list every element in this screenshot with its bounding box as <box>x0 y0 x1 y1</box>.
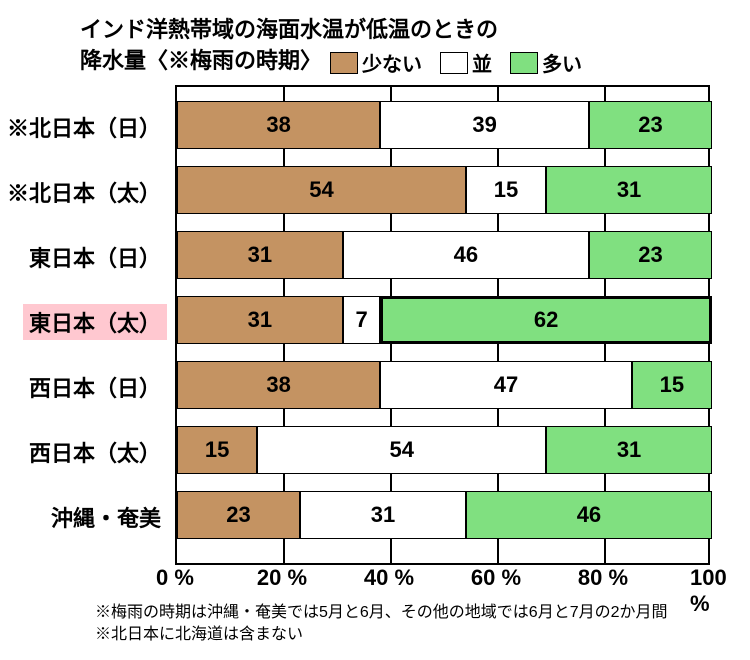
bar-segment: 23 <box>177 491 300 539</box>
bar-row: 383923 <box>177 101 708 149</box>
bar-segment: 23 <box>589 101 712 149</box>
y-axis-label: ※北日本（日） <box>1 109 167 145</box>
bar-segment: 38 <box>177 101 380 149</box>
legend-label: 少ない <box>362 48 422 77</box>
y-axis-label: 西日本（太） <box>23 434 167 470</box>
bar-segment: 46 <box>343 231 589 279</box>
x-axis-tick: 100 % <box>690 565 730 617</box>
bar-segment: 15 <box>632 361 712 409</box>
legend: 少ない 並 多い <box>330 48 596 77</box>
legend-label: 多い <box>542 48 582 77</box>
bar-segment: 31 <box>177 296 343 344</box>
stacked-bar-chart: インド洋熱帯域の海面水温が低温のときの 降水量〈※梅雨の時期〉 少ない並多い ※… <box>0 0 750 660</box>
footnotes: ※梅雨の時期は沖縄・奄美では5月と6月、その他の地域では6月と7月の2か月間 ※… <box>95 602 668 645</box>
legend-label: 並 <box>472 48 492 77</box>
bar-segment: 31 <box>177 231 343 279</box>
bar-segment: 15 <box>466 166 546 214</box>
bar-row: 31762 <box>177 296 708 344</box>
legend-item: 少ない <box>330 48 422 77</box>
bar-segment: 15 <box>177 426 257 474</box>
footnote-2: ※北日本に北海道は含まない <box>95 624 668 646</box>
x-axis-tick: 20 % <box>257 565 307 591</box>
legend-swatch <box>330 52 358 74</box>
bar-row: 233146 <box>177 491 708 539</box>
bar-segment: 62 <box>380 296 712 344</box>
y-axis-labels: ※北日本（日） ※北日本（太） 東日本（日） 東日本（太） 西日本（日） 西日本（太） 沖縄… <box>0 85 175 565</box>
x-axis-tick: 60 % <box>471 565 521 591</box>
bar-segment: 38 <box>177 361 380 409</box>
y-axis-label: 沖縄・奄美 <box>45 499 167 535</box>
y-axis-label: ※北日本（太） <box>1 174 167 210</box>
bar-segment: 54 <box>257 426 546 474</box>
bar-segment: 54 <box>177 166 466 214</box>
bar-segment: 23 <box>589 231 712 279</box>
y-axis-label: 西日本（日） <box>23 369 167 405</box>
plot-area: 3839235415313146233176238471515543123314… <box>175 85 710 565</box>
bar-segment: 7 <box>343 296 380 344</box>
legend-item: 並 <box>440 48 492 77</box>
bar-row: 314623 <box>177 231 708 279</box>
y-axis-label: 東日本（太） <box>23 304 167 340</box>
x-axis-tick: 40 % <box>364 565 414 591</box>
x-axis-tick: 0 % <box>156 565 194 591</box>
y-axis-label: 東日本（日） <box>23 239 167 275</box>
bar-segment: 31 <box>546 426 712 474</box>
bar-segment: 31 <box>300 491 466 539</box>
title-line-1: インド洋熱帯域の海面水温が低温のときの <box>80 15 498 46</box>
bar-row: 155431 <box>177 426 708 474</box>
bar-row: 384715 <box>177 361 708 409</box>
bar-segment: 46 <box>466 491 712 539</box>
legend-swatch <box>440 52 468 74</box>
bar-segment: 39 <box>380 101 589 149</box>
x-axis-tick: 80 % <box>578 565 628 591</box>
legend-item: 多い <box>510 48 582 77</box>
legend-swatch <box>510 52 538 74</box>
bar-segment: 47 <box>380 361 631 409</box>
bar-row: 541531 <box>177 166 708 214</box>
bar-segment: 31 <box>546 166 712 214</box>
footnote-1: ※梅雨の時期は沖縄・奄美では5月と6月、その他の地域では6月と7月の2か月間 <box>95 602 668 624</box>
